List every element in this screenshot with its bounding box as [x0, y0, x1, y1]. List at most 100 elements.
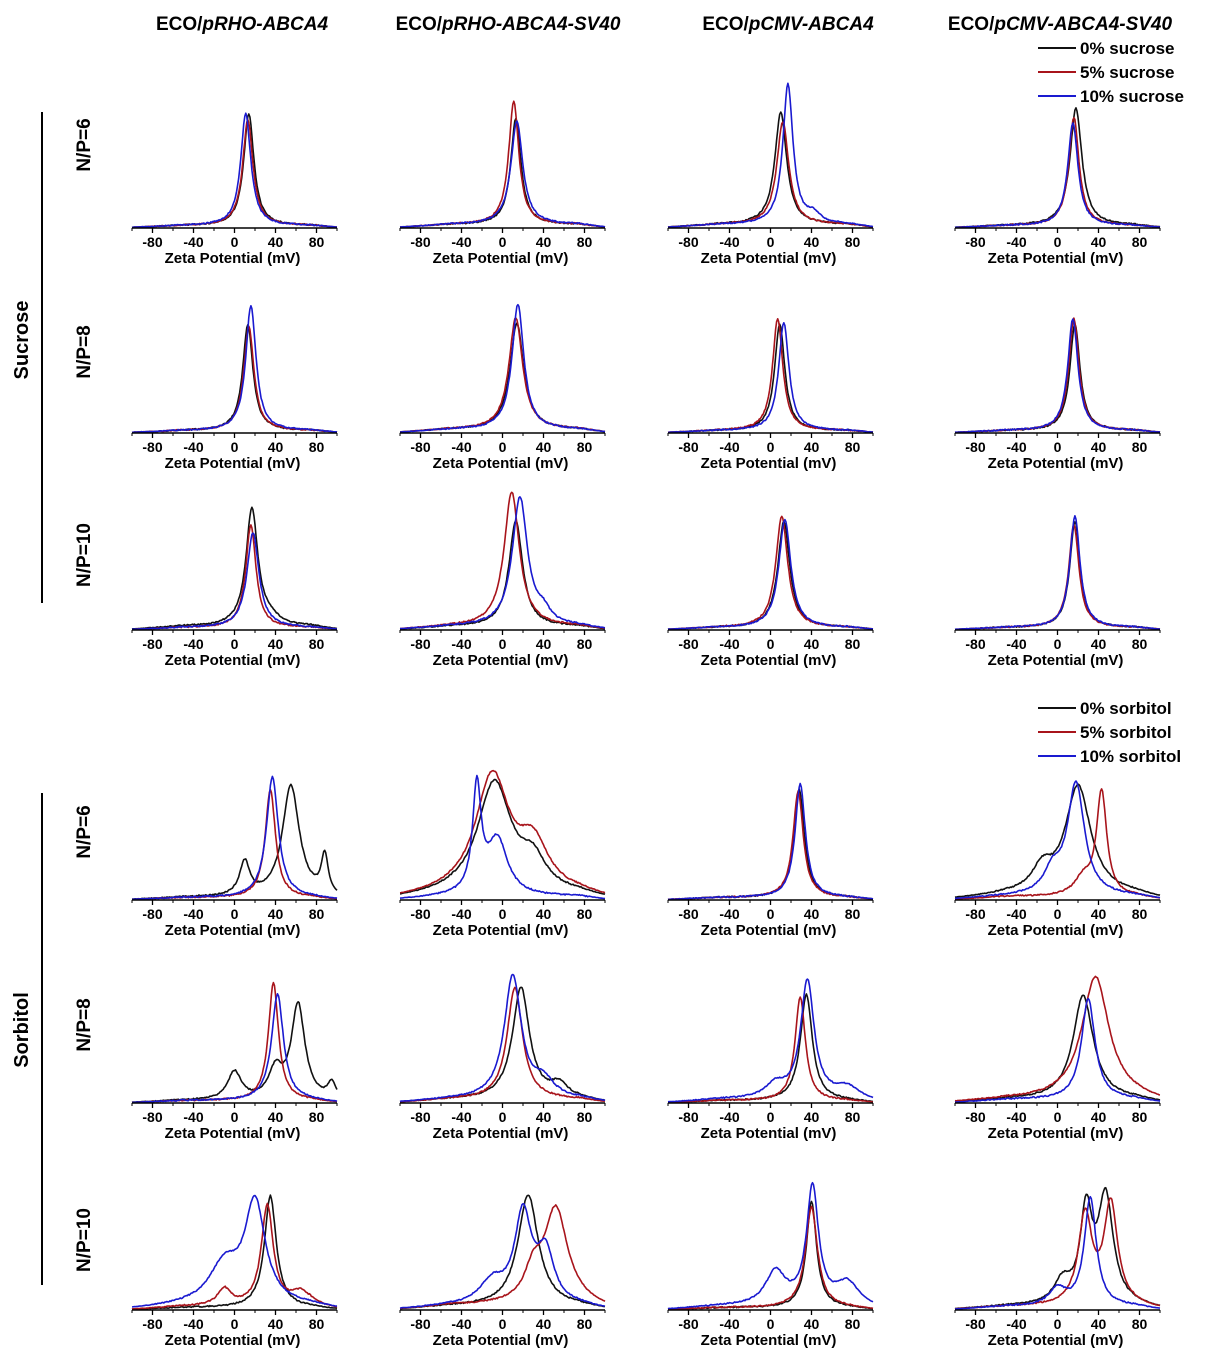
series-line	[954, 994, 1161, 1103]
row-label: N/P=8	[74, 998, 95, 1051]
x-tick-label: -80	[678, 234, 698, 250]
x-axis-label: Zeta Potential (mV)	[701, 455, 837, 472]
x-tick-label: -40	[719, 1316, 739, 1332]
x-axis-label: Zeta Potential (mV)	[988, 922, 1124, 939]
x-axis-label: Zeta Potential (mV)	[433, 1125, 569, 1142]
x-tick-label: -80	[142, 1316, 162, 1332]
x-tick-label: -40	[719, 1109, 739, 1125]
x-tick-label: 40	[1091, 1109, 1107, 1125]
x-axis-label: Zeta Potential (mV)	[165, 652, 301, 669]
x-tick-label: 80	[577, 1109, 593, 1125]
series-line	[131, 775, 338, 901]
series-line	[399, 519, 605, 630]
row-label: N/P=10	[74, 1208, 95, 1272]
x-tick-label: 80	[309, 1316, 325, 1332]
series-line	[954, 1197, 1161, 1310]
x-tick-label: -80	[965, 1109, 985, 1125]
series-line	[954, 521, 1161, 631]
x-tick-label: 0	[499, 234, 507, 250]
x-tick-label: 0	[499, 1109, 507, 1125]
x-tick-label: 80	[577, 636, 593, 652]
x-tick-label: 40	[1091, 906, 1107, 922]
x-tick-label: 0	[499, 1316, 507, 1332]
x-tick-label: -40	[1006, 234, 1026, 250]
series-line	[131, 112, 338, 229]
chart-panel: -80 -40 0 40 80 Zeta Potential (mV)	[131, 305, 338, 472]
x-tick-label: 80	[1132, 1109, 1148, 1125]
x-axis-label: Zeta Potential (mV)	[165, 1332, 301, 1349]
chart-panel: -80 -40 0 40 80 Zeta Potential (mV)	[131, 112, 338, 267]
series-line	[400, 496, 605, 630]
column-titles: ECO/pRHO-ABCA4 ECO/pRHO-ABCA4-SV40 ECO/pCM…	[156, 14, 1173, 35]
x-tick-label: -40	[451, 636, 471, 652]
x-axis-label: Zeta Potential (mV)	[165, 455, 301, 472]
x-tick-label: -40	[719, 906, 739, 922]
series-line	[667, 515, 874, 631]
column-title-prefix: ECO/	[156, 14, 203, 35]
row-label: N/P=10	[74, 523, 95, 587]
x-tick-label: -40	[183, 1109, 203, 1125]
x-tick-label: -40	[451, 906, 471, 922]
x-tick-label: 40	[1091, 1316, 1107, 1332]
x-tick-label: -40	[1006, 636, 1026, 652]
chart-panel: -80 -40 0 40 80 Zeta Potential (mV)	[399, 100, 606, 267]
x-tick-label: 0	[499, 636, 507, 652]
x-tick-label: 0	[1054, 636, 1062, 652]
x-tick-label: -40	[1006, 1316, 1026, 1332]
x-tick-label: 0	[767, 1109, 775, 1125]
x-tick-label: 80	[577, 1316, 593, 1332]
legend-label: 5% sorbitol	[1080, 723, 1172, 742]
column-title-construct: pRHO-ABCA4	[201, 14, 328, 35]
row-label: N/P=8	[74, 325, 95, 378]
x-tick-label: 40	[804, 1316, 820, 1332]
series-line	[400, 778, 606, 896]
series-line	[399, 774, 606, 900]
x-tick-label: 80	[309, 234, 325, 250]
x-tick-label: -40	[183, 906, 203, 922]
x-tick-label: -80	[678, 906, 698, 922]
x-tick-label: -80	[678, 439, 698, 455]
row-label: N/P=6	[74, 118, 95, 171]
chart-panel: -80 -40 0 40 80 Zeta Potential (mV)	[131, 775, 338, 939]
x-tick-label: 0	[1054, 1316, 1062, 1332]
x-tick-label: 0	[1054, 906, 1062, 922]
series-line	[667, 782, 874, 901]
x-tick-label: 80	[845, 906, 861, 922]
series-line	[399, 986, 606, 1103]
legend-label: 5% sucrose	[1080, 63, 1175, 82]
x-tick-label: 0	[499, 906, 507, 922]
series-line	[131, 1202, 338, 1310]
x-axis-label: Zeta Potential (mV)	[433, 250, 569, 267]
chart-panel: -80 -40 0 40 80 Zeta Potential (mV)	[131, 981, 338, 1142]
chart-panel: -80 -40 0 40 80 Zeta Potential (mV)	[954, 317, 1161, 472]
chart-panel: -80 -40 0 40 80 Zeta Potential (mV)	[667, 978, 874, 1142]
x-tick-label: -80	[142, 439, 162, 455]
x-tick-label: 40	[536, 234, 552, 250]
x-tick-label: -80	[965, 906, 985, 922]
series-line	[131, 1194, 338, 1311]
series-line	[399, 120, 606, 228]
series-line	[399, 322, 606, 433]
x-tick-label: 0	[1054, 439, 1062, 455]
series-line	[955, 997, 1161, 1103]
x-tick-label: 40	[804, 1109, 820, 1125]
series-line	[400, 317, 606, 433]
series-line	[131, 325, 338, 434]
column-title-construct: pRHO-ABCA4-SV40	[441, 14, 621, 35]
x-axis-label: Zeta Potential (mV)	[165, 922, 301, 939]
x-tick-label: -40	[1006, 1109, 1026, 1125]
column-title: ECO/pCMV-ABCA4-SV40	[948, 14, 1173, 35]
series-line	[399, 986, 606, 1103]
x-tick-label: 80	[309, 439, 325, 455]
x-axis-label: Zeta Potential (mV)	[988, 250, 1124, 267]
series-line	[667, 996, 874, 1104]
series-line	[955, 524, 1160, 631]
row-label: N/P=6	[74, 805, 95, 858]
x-axis-label: Zeta Potential (mV)	[701, 250, 837, 267]
x-axis-label: Zeta Potential (mV)	[988, 455, 1124, 472]
x-tick-label: 40	[1091, 636, 1107, 652]
x-tick-label: 40	[268, 439, 284, 455]
x-tick-label: -40	[719, 636, 739, 652]
